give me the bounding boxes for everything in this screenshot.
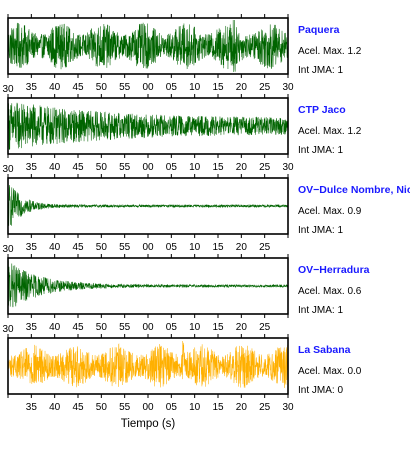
tick-label: 10 — [189, 82, 201, 93]
tick-label: 15 — [212, 402, 224, 413]
tick-label: 25 — [259, 402, 271, 413]
acel-max-label: Acel. Max. 1.2 — [298, 126, 362, 137]
panel-2: 35 40 45 50 55 00 05 10 15 20 25 30 30 CTP Jaco Acel. … — [2, 84, 361, 173]
tick-label: 15 — [212, 322, 224, 333]
acel-max-label: Acel. Max. 0.0 — [298, 366, 362, 377]
tick-label: 05 — [166, 82, 178, 93]
tick-label: 10 — [189, 402, 201, 413]
tick-label: 35 — [26, 402, 38, 413]
tick-label: 25 — [259, 162, 271, 173]
tick-label: 20 — [236, 82, 248, 93]
station-name: OV−Herradura — [298, 264, 370, 276]
panel-4: 35 40 45 50 55 00 05 10 15 20 25 30 OV−Herradura Acel… — [2, 244, 369, 333]
tick-label: 40 — [49, 162, 61, 173]
waveform-trace — [7, 102, 289, 152]
tick-label: 25 — [259, 322, 271, 333]
tick-label: 30 — [282, 402, 294, 413]
waveform-trace — [7, 260, 289, 308]
tick-label: 30 — [2, 84, 14, 95]
tick-label: 35 — [26, 322, 38, 333]
tick-label: 05 — [166, 242, 178, 253]
tick-label: 35 — [26, 242, 38, 253]
tick-label: 00 — [142, 82, 154, 93]
panel-3: 35 40 45 50 55 00 05 10 15 20 25 30 OV−Dulce Nombre,… — [2, 164, 410, 253]
tick-label: 00 — [142, 242, 154, 253]
tick-label: 55 — [119, 82, 131, 93]
tick-label: 15 — [212, 242, 224, 253]
tick-label: 40 — [49, 242, 61, 253]
tick-label: 05 — [166, 402, 178, 413]
tick-label: 45 — [72, 82, 84, 93]
tick-label: 10 — [189, 242, 201, 253]
tick-label: 55 — [119, 402, 131, 413]
tick-label: 45 — [72, 242, 84, 253]
tick-label: 15 — [212, 162, 224, 173]
tick-label: 50 — [96, 322, 108, 333]
panel-1: 35 40 45 50 55 00 05 10 15 20 25 30 Paquera Acel. Max… — [7, 14, 362, 93]
tick-label: 15 — [212, 82, 224, 93]
panels-group: 35 40 45 50 55 00 05 10 15 20 25 30 Paquera Acel. Max… — [2, 14, 410, 413]
station-name: OV−Dulce Nombre, Nicoya — [298, 184, 410, 196]
tick-label: 35 — [26, 162, 38, 173]
tick-label: 10 — [189, 322, 201, 333]
tick-label: 00 — [142, 162, 154, 173]
tick-label: 20 — [236, 322, 248, 333]
tick-label: 50 — [96, 82, 108, 93]
tick-label: 20 — [236, 162, 248, 173]
tick-label: 25 — [259, 242, 271, 253]
tick-label: 45 — [72, 322, 84, 333]
tick-label: 10 — [189, 162, 201, 173]
station-name: La Sabana — [298, 344, 351, 356]
tick-label: 00 — [142, 402, 154, 413]
tick-label: 45 — [72, 162, 84, 173]
tick-label: 40 — [49, 82, 61, 93]
waveform-trace — [7, 341, 289, 389]
tick-label: 20 — [236, 402, 248, 413]
waveform-trace — [7, 184, 289, 226]
tick-label: 50 — [96, 162, 108, 173]
jma-intensity-label: Int JMA: 0 — [298, 385, 343, 396]
tick-label: 50 — [96, 242, 108, 253]
tick-label: 30 — [2, 244, 14, 255]
station-name: CTP Jaco — [298, 104, 346, 116]
jma-intensity-label: Int JMA: 1 — [298, 65, 343, 76]
jma-intensity-label: Int JMA: 1 — [298, 225, 343, 236]
tick-label: 40 — [49, 322, 61, 333]
station-name: Paquera — [298, 24, 340, 36]
tick-label: 00 — [142, 322, 154, 333]
tick-label: 55 — [119, 322, 131, 333]
tick-label: 35 — [26, 82, 38, 93]
acel-max-label: Acel. Max. 0.9 — [298, 206, 362, 217]
panel-5: 35 40 45 50 55 00 05 10 15 20 25 30 30 La Sabana Acel.… — [2, 324, 361, 413]
tick-label: 30 — [2, 164, 14, 175]
tick-label: 20 — [236, 242, 248, 253]
tick-label: 55 — [119, 162, 131, 173]
tick-label: 40 — [49, 402, 61, 413]
jma-intensity-label: Int JMA: 1 — [298, 145, 343, 156]
x-axis-title: Tiempo (s) — [121, 418, 176, 430]
acel-max-label: Acel. Max. 0.6 — [298, 286, 362, 297]
tick-label: 30 — [2, 324, 14, 335]
waveform-trace — [7, 19, 289, 73]
tick-label: 30 — [282, 82, 294, 93]
tick-label: 05 — [166, 322, 178, 333]
tick-label: 05 — [166, 162, 178, 173]
tick-label: 45 — [72, 402, 84, 413]
acel-max-label: Acel. Max. 1.2 — [298, 46, 362, 57]
tick-label: 25 — [259, 82, 271, 93]
tick-label: 30 — [282, 162, 294, 173]
tick-label: 55 — [119, 242, 131, 253]
tick-label: 50 — [96, 402, 108, 413]
jma-intensity-label: Int JMA: 1 — [298, 305, 343, 316]
